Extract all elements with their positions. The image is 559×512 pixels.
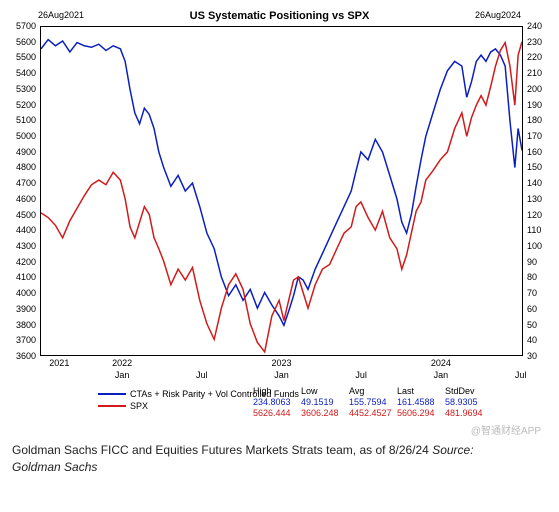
ytick-right: 90 xyxy=(527,257,537,267)
series-spx xyxy=(41,42,522,352)
ytick-right: 110 xyxy=(527,225,541,235)
ytick-left: 4100 xyxy=(16,272,36,282)
ytick-left: 5100 xyxy=(16,115,36,125)
ytick-right: 190 xyxy=(527,100,542,110)
ytick-left: 4300 xyxy=(16,241,36,251)
ytick-right: 100 xyxy=(527,241,542,251)
watermark: @智通财经APP xyxy=(471,422,541,437)
ytick-right: 50 xyxy=(527,320,537,330)
ytick-right: 210 xyxy=(527,68,542,78)
ytick-left: 5000 xyxy=(16,131,36,141)
stats-cell: 49.1519 xyxy=(301,397,349,408)
ytick-right: 130 xyxy=(527,194,542,204)
stats-cell: 3606.248 xyxy=(301,408,349,419)
chart-title: US Systematic Positioning vs SPX xyxy=(8,10,551,22)
caption-main: Goldman Sachs FICC and Equities Futures … xyxy=(12,443,432,457)
ytick-left: 5300 xyxy=(16,84,36,94)
xtick-month: Jul xyxy=(515,370,527,380)
ytick-left: 5700 xyxy=(16,21,36,31)
xtick-month: Jan xyxy=(115,370,130,380)
y-axis-right: 3040506070809010011012013014015016017018… xyxy=(525,26,551,356)
ytick-left: 4500 xyxy=(16,210,36,220)
ytick-left: 3800 xyxy=(16,320,36,330)
stats-header: HighLowAvgLastStdDev xyxy=(253,386,493,397)
ytick-left: 3900 xyxy=(16,304,36,314)
stats-header-cell: Low xyxy=(301,386,349,397)
stats-row: 5626.4443606.2484452.45275606.294481.969… xyxy=(253,408,493,419)
legend-swatch-cta xyxy=(98,393,126,395)
chart-lines xyxy=(41,27,522,355)
stats-header-cell: Avg xyxy=(349,386,397,397)
stats-cell: 161.4588 xyxy=(397,397,445,408)
ytick-right: 160 xyxy=(527,147,542,157)
y-axis-left: 3600370038003900400041004200430044004500… xyxy=(8,26,38,356)
ytick-left: 4000 xyxy=(16,288,36,298)
xtick-month: Jan xyxy=(274,370,289,380)
xtick-month: Jul xyxy=(355,370,367,380)
ytick-left: 4400 xyxy=(16,225,36,235)
ytick-right: 170 xyxy=(527,131,542,141)
stats-table: HighLowAvgLastStdDev234.806349.1519155.7… xyxy=(253,386,493,419)
x-axis: 2021202220232024JanJulJanJulJanJul xyxy=(40,358,523,386)
series-cta xyxy=(41,40,522,326)
xtick-year: 2023 xyxy=(271,358,291,368)
date-start-label: 26Aug2021 xyxy=(38,10,84,20)
legend-label-spx: SPX xyxy=(130,400,148,412)
ytick-right: 60 xyxy=(527,304,537,314)
stats-cell: 5606.294 xyxy=(397,408,445,419)
xtick-month: Jan xyxy=(434,370,449,380)
chart-container: US Systematic Positioning vs SPX 26Aug20… xyxy=(8,8,551,428)
caption-source-label: Source: xyxy=(432,443,473,457)
ytick-left: 5200 xyxy=(16,100,36,110)
ytick-right: 120 xyxy=(527,210,542,220)
ytick-right: 200 xyxy=(527,84,542,94)
xtick-year: 2021 xyxy=(49,358,69,368)
stats-cell: 5626.444 xyxy=(253,408,301,419)
ytick-left: 5500 xyxy=(16,52,36,62)
stats-cell: 4452.4527 xyxy=(349,408,397,419)
legend-swatch-spx xyxy=(98,405,126,407)
ytick-right: 140 xyxy=(527,178,542,188)
ytick-right: 180 xyxy=(527,115,542,125)
date-end-label: 26Aug2024 xyxy=(475,10,521,20)
ytick-right: 30 xyxy=(527,351,537,361)
ytick-right: 240 xyxy=(527,21,542,31)
ytick-left: 3600 xyxy=(16,351,36,361)
ytick-right: 70 xyxy=(527,288,537,298)
caption-source: Goldman Sachs xyxy=(12,460,97,474)
ytick-left: 3700 xyxy=(16,335,36,345)
stats-cell: 234.8063 xyxy=(253,397,301,408)
stats-header-cell: StdDev xyxy=(445,386,493,397)
stats-header-cell: Last xyxy=(397,386,445,397)
ytick-right: 40 xyxy=(527,335,537,345)
stats-row: 234.806349.1519155.7594161.458858.9305 xyxy=(253,397,493,408)
ytick-left: 4800 xyxy=(16,162,36,172)
ytick-left: 5600 xyxy=(16,37,36,47)
xtick-month: Jul xyxy=(196,370,208,380)
caption: Goldman Sachs FICC and Equities Futures … xyxy=(12,442,542,476)
plot-area xyxy=(40,26,523,356)
ytick-left: 4700 xyxy=(16,178,36,188)
stats-cell: 58.9305 xyxy=(445,397,493,408)
ytick-right: 80 xyxy=(527,272,537,282)
ytick-left: 4600 xyxy=(16,194,36,204)
ytick-right: 220 xyxy=(527,52,542,62)
stats-header-cell: High xyxy=(253,386,301,397)
xtick-year: 2022 xyxy=(112,358,132,368)
ytick-left: 4200 xyxy=(16,257,36,267)
ytick-right: 230 xyxy=(527,37,542,47)
ytick-right: 150 xyxy=(527,162,542,172)
stats-cell: 481.9694 xyxy=(445,408,493,419)
ytick-left: 4900 xyxy=(16,147,36,157)
stats-cell: 155.7594 xyxy=(349,397,397,408)
ytick-left: 5400 xyxy=(16,68,36,78)
xtick-year: 2024 xyxy=(431,358,451,368)
